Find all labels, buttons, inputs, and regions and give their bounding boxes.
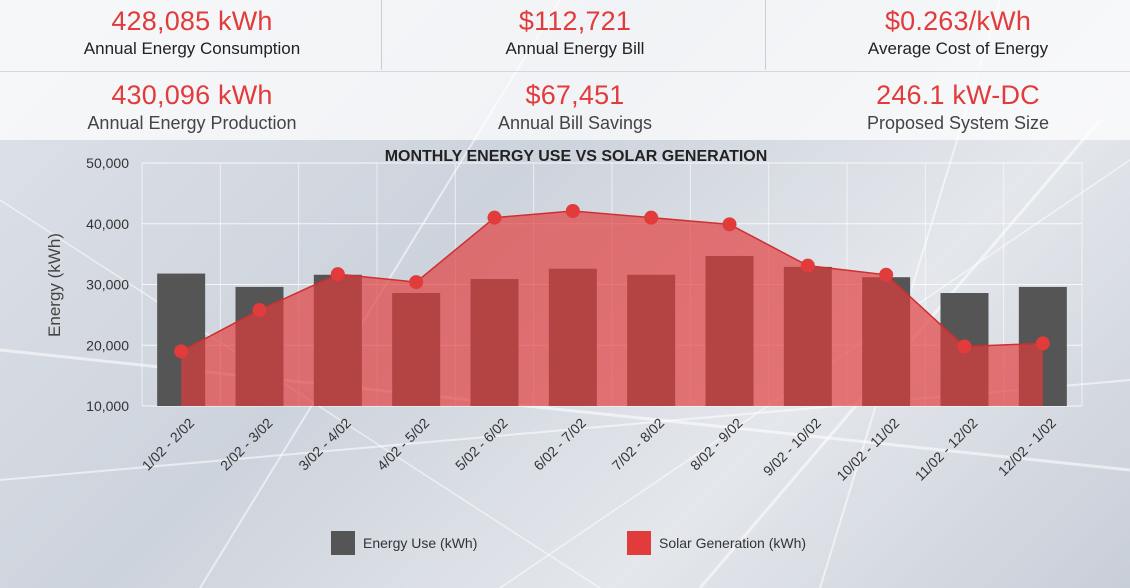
x-tick-label: 9/02 - 10/02 bbox=[760, 415, 824, 479]
stat-label: Annual Energy Consumption bbox=[83, 39, 301, 58]
x-tick-label: 10/02 - 11/02 bbox=[833, 415, 902, 484]
point-solar-generation bbox=[487, 210, 502, 225]
y-axis-ticks: 10,000 20,000 30,000 40,000 50,000 bbox=[86, 155, 129, 414]
point-solar-generation bbox=[565, 203, 580, 218]
point-solar-generation bbox=[800, 258, 815, 273]
stat-label: Annual Energy Bill bbox=[505, 39, 645, 58]
stat-value: 430,096 kWh bbox=[111, 80, 273, 110]
stat-value: 428,085 kWh bbox=[111, 6, 273, 36]
y-tick-label: 10,000 bbox=[86, 398, 129, 414]
stat-average-cost: $0.263/kWh Average Cost of Energy bbox=[770, 6, 1130, 60]
point-solar-generation bbox=[174, 344, 189, 359]
x-tick-label: 2/02 - 3/02 bbox=[217, 415, 276, 474]
chart-title: MONTHLY ENERGY USE VS SOLAR GENERATION bbox=[385, 148, 768, 165]
solar-generation-points bbox=[174, 203, 1050, 359]
energy-chart: MONTHLY ENERGY USE VS SOLAR GENERATION E… bbox=[45, 148, 1083, 555]
x-tick-label: 6/02 - 7/02 bbox=[530, 415, 589, 474]
legend-label-energy-use: Energy Use (kWh) bbox=[363, 535, 477, 551]
point-solar-generation bbox=[644, 210, 659, 225]
solar-generation-area bbox=[180, 210, 1043, 406]
column-divider bbox=[765, 0, 766, 70]
point-solar-generation bbox=[330, 267, 345, 282]
stat-bill-savings: $67,451 Annual Bill Savings bbox=[387, 80, 763, 134]
y-tick-label: 40,000 bbox=[86, 216, 129, 232]
point-solar-generation bbox=[957, 339, 972, 354]
legend-swatch-solar-generation bbox=[627, 531, 651, 555]
stat-value: $67,451 bbox=[525, 80, 625, 110]
y-axis-label: Energy (kWh) bbox=[45, 233, 64, 337]
row-divider bbox=[0, 71, 1130, 72]
stat-annual-bill: $112,721 Annual Energy Bill bbox=[387, 6, 763, 60]
x-axis-ticks: 1/02 - 2/02 2/02 - 3/02 3/02 - 4/02 4/02 - … bbox=[139, 415, 1059, 484]
column-divider bbox=[381, 0, 382, 70]
point-solar-generation bbox=[1035, 336, 1050, 351]
stat-label: Annual Energy Production bbox=[87, 113, 297, 133]
stat-system-size: 246.1 kW-DC Proposed System Size bbox=[770, 80, 1130, 134]
x-tick-label: 12/02 - 1/02 bbox=[995, 415, 1059, 479]
x-tick-label: 3/02 - 4/02 bbox=[295, 415, 354, 474]
stat-annual-consumption: 428,085 kWh Annual Energy Consumption bbox=[4, 6, 380, 60]
y-tick-label: 20,000 bbox=[86, 337, 129, 353]
stat-value: $0.263/kWh bbox=[884, 6, 1032, 36]
stat-label: Average Cost of Energy bbox=[867, 39, 1049, 58]
x-tick-label: 1/02 - 2/02 bbox=[139, 415, 198, 474]
point-solar-generation bbox=[722, 217, 737, 232]
legend: Energy Use (kWh) Solar Generation (kWh) bbox=[331, 531, 806, 555]
x-tick-label: 11/02 - 12/02 bbox=[912, 415, 981, 484]
stat-label: Proposed System Size bbox=[866, 113, 1050, 133]
x-tick-label: 8/02 - 9/02 bbox=[687, 415, 746, 474]
area-solar-generation bbox=[181, 210, 1043, 406]
y-tick-label: 50,000 bbox=[86, 155, 129, 171]
summary-stats-panel: 428,085 kWh Annual Energy Consumption $1… bbox=[0, 0, 1130, 140]
stat-value: $112,721 bbox=[518, 6, 632, 36]
point-solar-generation bbox=[879, 267, 894, 282]
x-tick-label: 5/02 - 6/02 bbox=[452, 415, 511, 474]
stat-label: Annual Bill Savings bbox=[497, 113, 653, 133]
x-tick-label: 4/02 - 5/02 bbox=[374, 415, 433, 474]
point-solar-generation bbox=[252, 303, 267, 318]
legend-swatch-energy-use bbox=[331, 531, 355, 555]
y-tick-label: 30,000 bbox=[86, 277, 129, 293]
legend-label-solar-generation: Solar Generation (kWh) bbox=[659, 535, 806, 551]
x-tick-label: 7/02 - 8/02 bbox=[609, 415, 668, 474]
stat-annual-production: 430,096 kWh Annual Energy Production bbox=[4, 80, 380, 134]
stat-value: 246.1 kW-DC bbox=[876, 80, 1040, 110]
line-solar-generation bbox=[180, 210, 1043, 352]
point-solar-generation bbox=[409, 275, 424, 290]
